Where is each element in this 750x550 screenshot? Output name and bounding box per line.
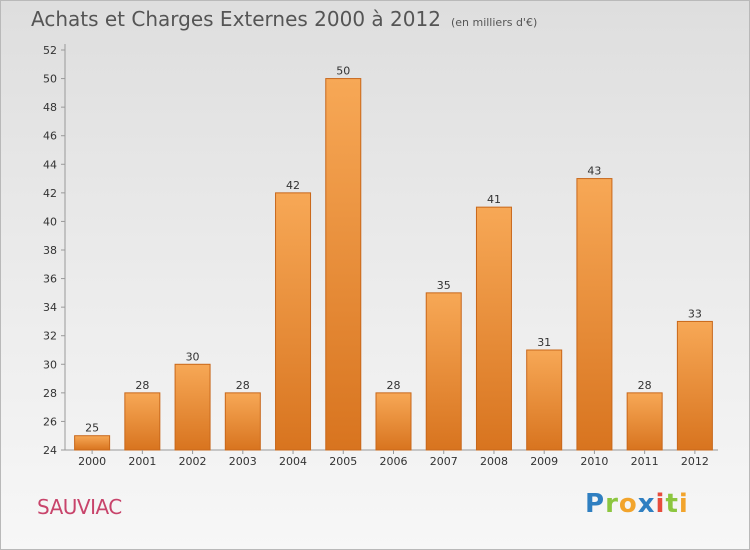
bar — [174, 363, 211, 451]
bar-value-label: 28 — [135, 379, 149, 392]
y-tick-label: 46 — [43, 130, 57, 143]
y-tick-label: 28 — [43, 387, 57, 400]
x-tick-label: 2005 — [329, 455, 357, 468]
bar-value-label: 28 — [387, 379, 401, 392]
bar-value-label: 41 — [487, 193, 501, 206]
x-tick-label: 2010 — [580, 455, 608, 468]
y-tick-label: 38 — [43, 244, 57, 257]
commune-name: SAUVIAC — [37, 495, 122, 519]
x-tick-label: 2004 — [279, 455, 307, 468]
y-tick-label: 32 — [43, 330, 57, 343]
logo-letter: i — [678, 489, 689, 519]
bar-value-label: 43 — [587, 165, 601, 178]
bar-value-label: 30 — [186, 350, 200, 363]
y-tick-label: 50 — [43, 73, 57, 86]
logo-letter: i — [655, 489, 666, 519]
bar — [475, 206, 512, 451]
bar — [676, 320, 713, 451]
bar — [375, 392, 412, 451]
bar — [124, 392, 161, 451]
bar — [74, 435, 111, 451]
x-tick-label: 2000 — [78, 455, 106, 468]
logo-letter: P — [585, 489, 606, 519]
y-tick-label: 40 — [43, 215, 57, 228]
bar-value-label: 35 — [437, 279, 451, 292]
bar — [275, 192, 312, 451]
bar-value-label: 25 — [85, 422, 99, 435]
bar — [626, 392, 663, 451]
bar — [425, 292, 462, 451]
chart-title: Achats et Charges Externes 2000 à 2012 (e… — [31, 7, 537, 31]
logo-letter: o — [618, 489, 638, 519]
y-tick-label: 36 — [43, 273, 57, 286]
chart-subtitle: (en milliers d'€) — [450, 16, 538, 29]
y-tick-label: 26 — [43, 415, 57, 428]
logo-letter: t — [665, 489, 679, 519]
x-tick-label: 2001 — [128, 455, 156, 468]
logo-letter: r — [605, 489, 619, 519]
x-tick-label: 2011 — [631, 455, 659, 468]
bar — [325, 78, 362, 451]
x-tick-label: 2003 — [229, 455, 257, 468]
bar-value-label: 42 — [286, 179, 300, 192]
x-tick-label: 2009 — [530, 455, 558, 468]
y-tick-label: 30 — [43, 358, 57, 371]
y-tick-label: 24 — [43, 444, 57, 457]
y-tick-label: 44 — [43, 158, 57, 171]
y-tick-label: 48 — [43, 101, 57, 114]
bar-value-label: 50 — [336, 65, 350, 78]
x-tick-label: 2006 — [380, 455, 408, 468]
x-tick-label: 2008 — [480, 455, 508, 468]
title-text: Achats et Charges Externes 2000 à 2012 — [31, 7, 441, 31]
bar — [576, 178, 613, 451]
y-tick-label: 34 — [43, 301, 57, 314]
proxiti-logo: Proxiti — [585, 489, 689, 519]
y-tick-label: 42 — [43, 187, 57, 200]
bar-value-label: 28 — [236, 379, 250, 392]
bar-value-label: 28 — [638, 379, 652, 392]
bar — [526, 349, 563, 451]
logo-letter: x — [637, 489, 656, 519]
bar-value-label: 31 — [537, 336, 551, 349]
y-tick-label: 52 — [43, 44, 57, 57]
bar-value-label: 33 — [688, 307, 702, 320]
bar — [224, 392, 261, 451]
x-tick-label: 2002 — [179, 455, 207, 468]
x-tick-label: 2007 — [430, 455, 458, 468]
x-tick-label: 2012 — [681, 455, 709, 468]
